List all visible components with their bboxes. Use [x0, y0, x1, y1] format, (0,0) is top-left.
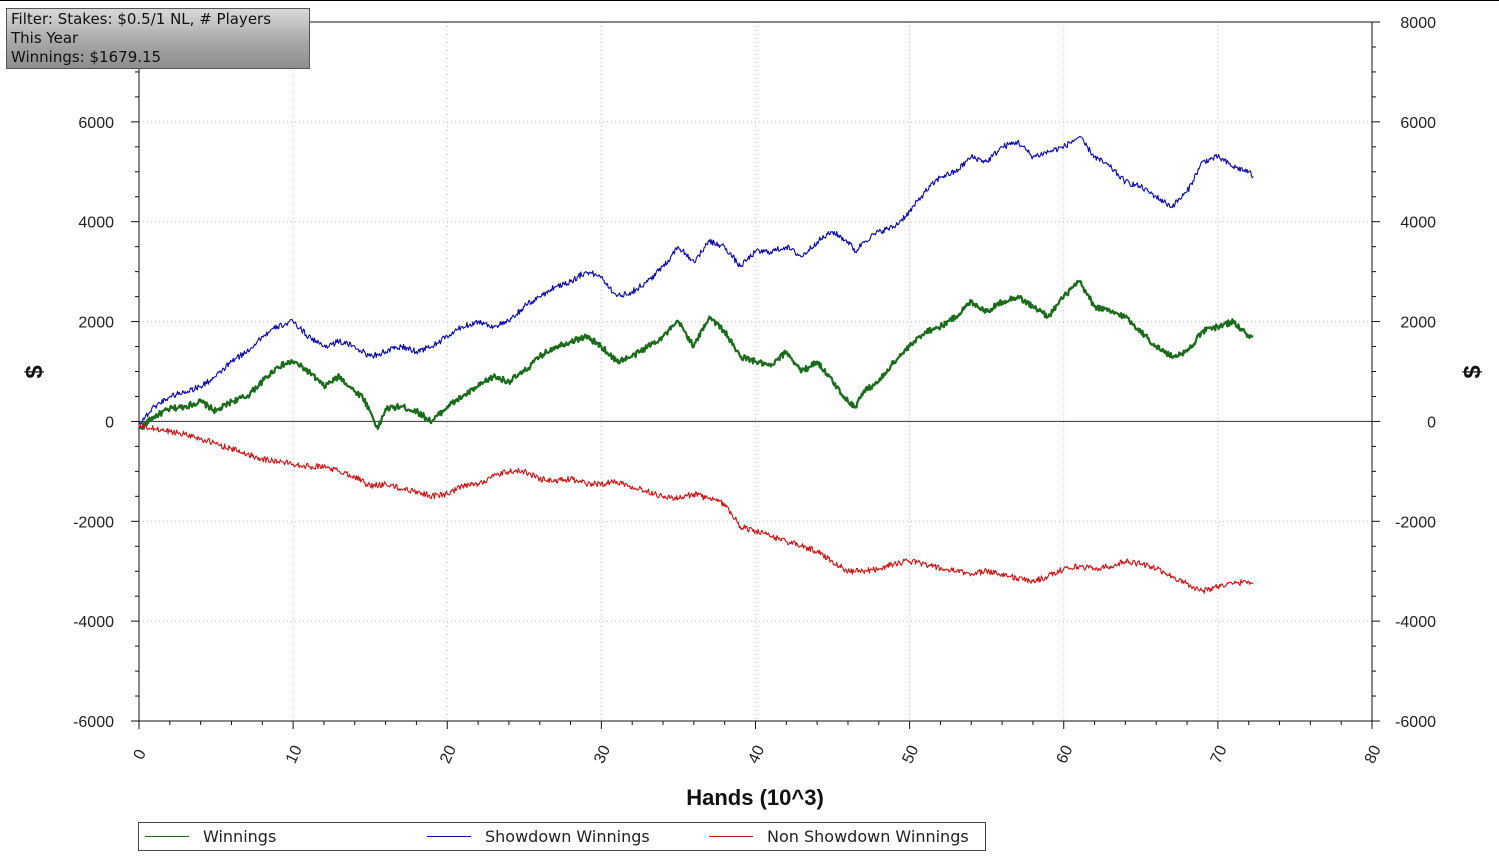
x-tick-label: 80 [1362, 743, 1385, 766]
series-line-winnings [137, 279, 1254, 430]
x-tick-label: 20 [437, 743, 460, 766]
x-tick-label: 70 [1208, 743, 1231, 766]
y-tick-label-right: 8000 [1400, 15, 1436, 32]
y-axis-label-left: $ [21, 365, 48, 379]
legend: Winnings Showdown Winnings Non Showdown … [138, 822, 986, 851]
y-tick-label-right: -4000 [1395, 614, 1436, 631]
x-tick-label: 60 [1054, 743, 1077, 766]
y-tick-label-left: 4000 [78, 215, 114, 232]
filter-line: Filter: Stakes: $0.5/1 NL, # Players [11, 10, 272, 28]
period-line: This Year [11, 29, 79, 47]
grid [139, 22, 1372, 721]
y-tick-label-left: 2000 [78, 315, 114, 332]
y-tick-label-right: 6000 [1400, 115, 1436, 132]
y-tick-label-right: -2000 [1395, 514, 1436, 531]
y-tick-label-left: -6000 [73, 714, 114, 731]
filter-info-box: Filter: Stakes: $0.5/1 NL, # Players Thi… [6, 8, 310, 69]
y-tick-label-right: 2000 [1400, 315, 1436, 332]
x-tick-label: 0 [131, 747, 150, 762]
y-tick-label-right: -6000 [1395, 714, 1436, 731]
legend-item-showdown: Showdown Winnings [427, 823, 650, 850]
x-tick-label: 30 [591, 743, 614, 766]
x-tick-label: 10 [283, 743, 306, 766]
y-tick-label-left: -4000 [73, 614, 114, 631]
legend-swatch-showdown [427, 836, 471, 837]
y-tick-label-left: -2000 [73, 514, 114, 531]
series-line-showdown-winnings [138, 135, 1254, 426]
x-axis-label: Hands (10^3) [686, 785, 824, 810]
top-border [0, 0, 1499, 1]
legend-item-winnings: Winnings [145, 823, 276, 850]
y-tick-label-left: 0 [105, 414, 114, 431]
winnings-line: Winnings: $1679.15 [11, 48, 162, 66]
legend-label-winnings: Winnings [203, 827, 277, 846]
series-layer [137, 135, 1254, 594]
legend-label-non-showdown: Non Showdown Winnings [767, 827, 969, 846]
y-tick-label-left: 6000 [78, 115, 114, 132]
legend-swatch-non-showdown [709, 836, 753, 837]
legend-label-showdown: Showdown Winnings [485, 827, 650, 846]
ticks: -6000-4000-20000200040006000-6000-4000-2… [73, 15, 1436, 766]
series-line-non-showdown-winnings [138, 423, 1254, 594]
legend-item-non-showdown: Non Showdown Winnings [709, 823, 969, 850]
x-tick-label: 50 [900, 743, 923, 766]
y-axis-label-right: $ [1459, 365, 1486, 379]
legend-swatch-winnings [145, 836, 189, 837]
x-tick-label: 40 [745, 743, 768, 766]
y-tick-label-right: 4000 [1400, 215, 1436, 232]
y-tick-label-right: 0 [1427, 414, 1436, 431]
